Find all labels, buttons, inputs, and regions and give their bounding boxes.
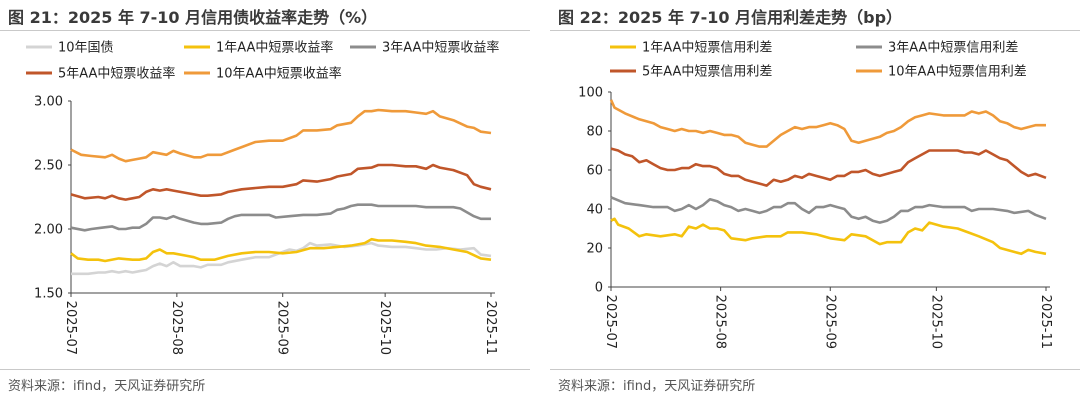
- x-tick-label: 2025-10: [377, 301, 392, 355]
- legend-item: 1年AA中短票信用利差: [610, 41, 772, 56]
- y-tick-label: 1.50: [34, 287, 63, 302]
- legend-item: 3年AA中短票收益率: [350, 40, 499, 56]
- x-tick-label: 2025-07: [603, 295, 618, 349]
- legend-label: 1年AA中短票信用利差: [642, 41, 772, 56]
- legend-label: 5年AA中短票信用利差: [642, 65, 772, 80]
- legend-item: 1年AA中短票收益率: [184, 40, 333, 56]
- series-line: [610, 147, 1047, 187]
- legend-item: 10年AA中短票信用利差: [856, 65, 1027, 80]
- x-tick-label: 2025-08: [169, 301, 184, 355]
- legend-item: 10年国债: [26, 41, 114, 56]
- y-tick-label: 40: [586, 203, 603, 218]
- legend-label: 10年AA中短票信用利差: [888, 65, 1027, 80]
- y-tick-label: 2.50: [34, 159, 63, 174]
- legend-item: 5年AA中短票收益率: [26, 66, 175, 82]
- x-tick-label: 2025-10: [928, 295, 943, 349]
- series-line: [610, 196, 1047, 224]
- series-line: [70, 108, 492, 163]
- x-tick-label: 2025-11: [1038, 295, 1053, 349]
- y-tick-label: 60: [586, 164, 603, 179]
- series-line: [71, 241, 492, 276]
- legend-label: 3年AA中短票信用利差: [888, 41, 1018, 56]
- legend-item: 10年AA中短票收益率: [184, 66, 342, 82]
- legend-label: 10年国债: [58, 41, 114, 56]
- legend-label: 3年AA中短票收益率: [382, 40, 499, 56]
- y-tick-label: 100: [578, 86, 603, 101]
- series-line: [609, 99, 1046, 148]
- x-tick-label: 2025-09: [822, 295, 837, 349]
- series-line: [610, 217, 1047, 256]
- y-tick-label: 3.00: [34, 95, 63, 110]
- y-tick-label: 0: [595, 281, 603, 296]
- title-divider: [0, 30, 530, 31]
- title-divider: [550, 30, 1080, 31]
- legend-item: 5年AA中短票信用利差: [610, 65, 772, 80]
- x-tick-label: 2025-11: [483, 301, 498, 355]
- chart-title: 图 21：2025 年 7-10 月信用债收益率走势（%）: [8, 8, 378, 27]
- source-note: 资料来源：ifind，天风证券研究所: [8, 379, 206, 394]
- legend-label: 5年AA中短票收益率: [58, 66, 175, 82]
- source-divider: [0, 369, 530, 370]
- yield-line-chart: 10年国债 1年AA中短票收益率 3年AA中短票收益率 5年AA中短票收益率 10年AA…: [26, 40, 499, 355]
- source-divider: [550, 369, 1080, 370]
- legend-label: 1年AA中短票收益率: [216, 40, 333, 56]
- legend-item: 3年AA中短票信用利差: [856, 41, 1018, 56]
- legend-label: 10年AA中短票收益率: [216, 66, 342, 82]
- source-note: 资料来源：ifind，天风证券研究所: [558, 379, 756, 394]
- x-tick-label: 2025-08: [713, 295, 728, 349]
- y-tick-label: 80: [586, 125, 603, 140]
- series-line: [70, 237, 492, 263]
- spread-line-chart: 1年AA中短票信用利差 3年AA中短票信用利差 5年AA中短票信用利差 10年AA中短…: [578, 41, 1053, 350]
- y-tick-label: 2.00: [34, 223, 63, 238]
- series-line: [70, 203, 491, 232]
- series-line: [70, 163, 492, 201]
- x-tick-label: 2025-07: [63, 301, 78, 355]
- y-tick-label: 20: [586, 242, 603, 257]
- x-tick-label: 2025-09: [275, 301, 290, 355]
- chart-panel-spread: 图 22：2025 年 7-10 月信用利差走势（bp） 1年AA中短票信用利差…: [550, 0, 1080, 400]
- chart-title: 图 22：2025 年 7-10 月信用利差走势（bp）: [558, 8, 903, 27]
- chart-panel-yield: 图 21：2025 年 7-10 月信用债收益率走势（%） 10年国债 1年AA中…: [0, 0, 530, 400]
